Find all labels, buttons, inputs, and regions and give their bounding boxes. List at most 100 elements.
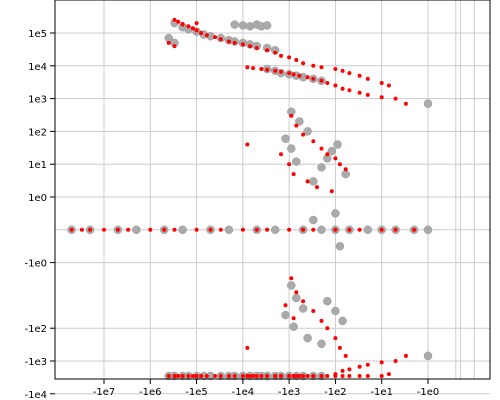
scatter-point-red: [311, 63, 316, 68]
scatter-point-gray: [230, 20, 239, 29]
x-tick-label: -1e0: [417, 387, 440, 398]
scatter-point-red: [213, 35, 217, 40]
scatter-point-gray: [423, 225, 433, 235]
scatter-point-red: [319, 318, 324, 323]
scatter-point-red: [176, 19, 181, 24]
scatter-point-red: [148, 227, 153, 232]
scatter-point-red: [254, 46, 259, 50]
scatter-point-red: [297, 73, 302, 78]
scatter-point-red: [265, 67, 270, 72]
x-tick-label: -1e3: [278, 387, 301, 398]
scatter-point-red: [240, 227, 245, 232]
scatter-point-red: [319, 146, 324, 151]
scatter-point-red: [279, 374, 283, 378]
scatter-point-red: [186, 24, 191, 29]
scatter-point-red: [186, 374, 191, 378]
scatter-point-red: [287, 227, 292, 232]
scatter-point-red: [297, 374, 302, 378]
scatter-point-red: [245, 142, 250, 147]
scatter-point-red: [357, 73, 362, 78]
scatter-point-red: [279, 53, 283, 58]
scatter-point-red: [319, 78, 324, 83]
scatter-point-gray: [295, 117, 304, 126]
scatter-point-red: [343, 167, 348, 172]
scatter-point-red: [208, 227, 213, 232]
scatter-point-red: [190, 26, 195, 31]
scatter-point-red: [379, 227, 384, 232]
scatter-point-red: [213, 374, 217, 378]
scatter-point-gray: [423, 351, 433, 361]
scatter-point-red: [412, 227, 417, 232]
scatter-point-red: [287, 374, 292, 378]
y-tick-label: -1e2: [25, 324, 48, 335]
scatter-point-red: [115, 227, 120, 232]
scatter-point-gray: [303, 333, 312, 343]
y-tick-label: 1e2: [28, 127, 47, 138]
scatter-point-red: [337, 345, 342, 350]
scatter-point-red: [279, 69, 283, 74]
scatter-point-red: [340, 68, 345, 73]
scatter-point-red: [172, 44, 177, 49]
scatter-point-red: [325, 326, 330, 331]
scatter-point-red: [340, 86, 345, 91]
scatter-point-red: [305, 374, 310, 378]
scatter-point-red: [251, 66, 256, 71]
scatter-point-gray: [323, 296, 332, 306]
scatter-point-red: [289, 113, 294, 118]
scatter-point-red: [259, 67, 264, 71]
scatter-point-red: [279, 152, 283, 157]
scatter-point-gray: [298, 304, 308, 313]
scatter-point-red: [333, 67, 338, 71]
scatter-point-red: [69, 227, 74, 232]
scatter-point-red: [319, 374, 324, 378]
scatter-point-gray: [224, 225, 234, 235]
scatter-point-gray: [309, 215, 318, 225]
scatter-point-red: [311, 374, 316, 378]
scatter-point-red: [343, 353, 348, 358]
scatter-point-red: [294, 290, 299, 295]
scatter-point-gray: [287, 144, 296, 153]
scatter-point-red: [265, 227, 270, 232]
scatter-point-red: [333, 156, 338, 161]
y-tick-label: -1e3: [25, 357, 48, 368]
scatter-point-gray: [309, 177, 318, 186]
scatter-point-red: [340, 374, 345, 378]
scatter-point-gray: [238, 21, 248, 30]
scatter-point-red: [379, 374, 384, 378]
scatter-point-red: [232, 374, 237, 378]
scatter-point-red: [311, 139, 316, 144]
scatter-point-red: [365, 374, 370, 378]
scatter-point-red: [393, 96, 398, 101]
scatter-point-red: [283, 303, 288, 308]
grid-layer: [55, 0, 490, 395]
scatter-point-gray: [281, 134, 290, 143]
scatter-point-red: [287, 71, 292, 76]
series-1: [69, 17, 417, 378]
scatter-point-red: [259, 374, 264, 378]
y-tick-label: 1e5: [28, 29, 47, 40]
y-tick-label: 1e4: [28, 62, 47, 73]
series-layer: [67, 17, 433, 381]
scatter-point-red: [301, 61, 306, 66]
scatter-point-red: [301, 299, 306, 304]
scatter-point-red: [301, 132, 306, 137]
scatter-point-red: [199, 374, 204, 378]
scatter-point-gray: [331, 209, 340, 218]
scatter-point-red: [379, 95, 384, 100]
scatter-point-red: [273, 50, 278, 55]
scatter-point-red: [232, 40, 237, 45]
scatter-point-red: [240, 42, 245, 47]
scatter-point-red: [315, 185, 319, 190]
scatter-point-red: [251, 374, 256, 378]
scatter-point-red: [245, 374, 250, 378]
scatter-point-red: [357, 90, 362, 95]
scatter-point-red: [333, 227, 338, 232]
scatter-point-red: [240, 374, 245, 378]
scatter-point-red: [226, 374, 231, 378]
y-tick-label: 1e3: [28, 95, 47, 106]
scatter-point-gray: [331, 306, 340, 316]
scatter-point-red: [325, 81, 330, 85]
scatter-point-red: [319, 65, 324, 70]
scatter-point-red: [365, 92, 370, 97]
